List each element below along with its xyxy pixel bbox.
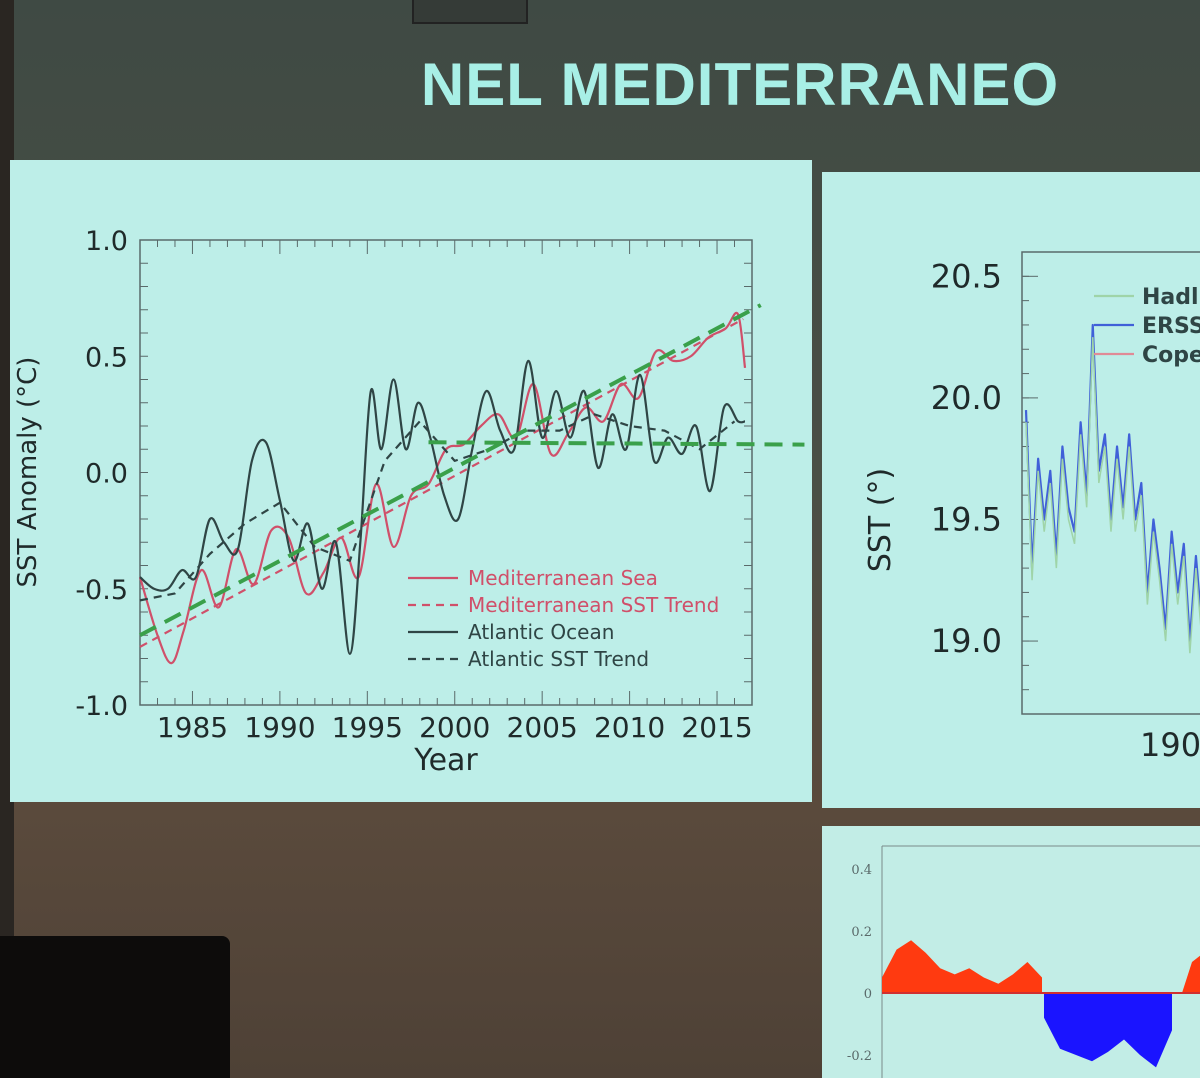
x-tick-label: 2005 xyxy=(507,711,578,744)
x-tick-label: 1990 xyxy=(244,711,315,744)
bottom-chart-panel: 0.4 0.2 0 -0.2 xyxy=(822,826,1200,1078)
chart-legend: Mediterranean Sea Mediterranean SST Trend… xyxy=(408,566,719,671)
foreground-object xyxy=(0,936,230,1078)
y-tick-label: 0.2 xyxy=(851,925,872,940)
y-tick-label: 0.5 xyxy=(85,342,128,373)
legend-label: Mediterranean Sea xyxy=(468,566,658,590)
series-line-green-trend-5 xyxy=(428,440,805,447)
y-tick-label: 19.0 xyxy=(931,622,1002,660)
plot-frame xyxy=(1021,251,1200,715)
x-tick-label: 2010 xyxy=(594,711,665,744)
anomaly-area-chart: 0.4 0.2 0 -0.2 xyxy=(847,845,1200,1078)
main-chart-panel: 1985 1990 1995 2000 2005 2010 2015 1.0 0.5 0.0 -0.… xyxy=(10,160,812,802)
y-axis-label: SST (°) xyxy=(863,468,898,572)
x-tick-label: 2000 xyxy=(419,711,490,744)
y-tick-label: 20.0 xyxy=(931,379,1002,417)
y-tick-label: -0.2 xyxy=(847,1049,872,1064)
y-tick-label: 0.0 xyxy=(85,459,128,490)
chart-legend: Hadl ERSS Cope xyxy=(1094,285,1200,368)
y-tick-label: 20.5 xyxy=(931,257,1002,295)
projector-tab xyxy=(412,0,528,24)
legend-label: Mediterranean SST Trend xyxy=(468,593,719,617)
x-tick-label: 2015 xyxy=(681,711,752,744)
x-axis-label: Year xyxy=(413,743,478,778)
x-tick-label: 190 xyxy=(1140,726,1200,764)
series-line-mediterranean-sea xyxy=(138,311,747,665)
positive-anomaly-area xyxy=(1182,955,1200,993)
negative-anomaly-area xyxy=(1044,993,1172,1068)
x-tick-label: 1985 xyxy=(157,711,228,744)
series-line-hadl xyxy=(1025,337,1200,654)
legend-label: ERSS xyxy=(1142,314,1200,339)
legend-label: Hadl xyxy=(1142,285,1199,310)
x-tick-label: 1995 xyxy=(332,711,403,744)
y-tick-label: -0.5 xyxy=(75,575,128,606)
legend-label: Atlantic SST Trend xyxy=(468,647,649,671)
right-chart-panel: 20.5 20.0 19.5 19.0 190 Hadl ERSS Cope SST (°) xyxy=(822,172,1200,808)
y-tick-label: 19.5 xyxy=(931,500,1002,538)
legend-label: Cope xyxy=(1142,343,1200,368)
series-line-green-trend-4 xyxy=(139,303,762,638)
positive-anomaly-area xyxy=(882,940,1042,993)
legend-label: Atlantic Ocean xyxy=(468,620,614,644)
sst-series-chart: 20.5 20.0 19.5 19.0 190 Hadl ERSS Cope SST (°) xyxy=(863,251,1200,764)
series-line-atlantic-ocean xyxy=(139,359,746,655)
series-line-erss xyxy=(1024,323,1200,643)
y-axis-label: SST Anomaly (°C) xyxy=(13,357,43,588)
y-tick-label: 0.4 xyxy=(851,863,872,878)
y-tick-label: -1.0 xyxy=(75,691,128,722)
sst-anomaly-chart: 1985 1990 1995 2000 2005 2010 2015 1.0 0.5 0.0 -0.… xyxy=(13,226,805,778)
y-tick-label: 1.0 xyxy=(85,226,128,257)
slide-title: NEL MEDITERRANEO xyxy=(420,51,1060,118)
y-tick-label: 0 xyxy=(864,987,872,1002)
